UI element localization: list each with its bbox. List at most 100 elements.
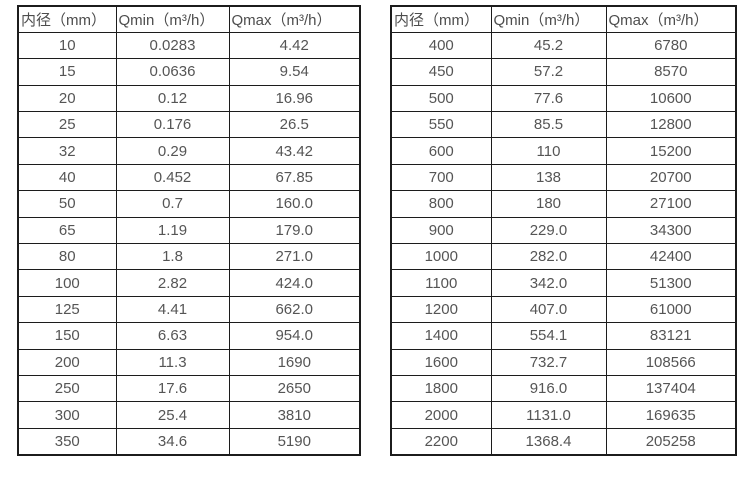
table-row: 40 0.452 67.85 <box>17 163 361 192</box>
table-cell: 12800 <box>605 111 737 139</box>
table-cell: 2.82 <box>115 269 230 297</box>
table-cell: 550 <box>390 111 492 139</box>
table-cell: 10 <box>17 31 117 60</box>
table-cell: 662.0 <box>228 295 361 324</box>
column-header: Qmax（m³/h） <box>228 5 361 33</box>
table-cell: 85.5 <box>490 111 607 139</box>
table-cell: 250 <box>17 374 117 403</box>
table-row: 200 11.3 1690 <box>17 348 361 376</box>
table-cell: 1800 <box>390 374 492 403</box>
table-cell: 800 <box>390 190 492 218</box>
table-cell: 2200 <box>390 427 492 456</box>
column-header: Qmin（m³/h） <box>490 5 607 33</box>
table-cell: 100 <box>17 269 117 297</box>
table-row: 1000 282.0 42400 <box>390 243 737 271</box>
table-row: 20 0.12 16.96 <box>17 84 361 113</box>
table-row: 1200 407.0 61000 <box>390 295 737 324</box>
table-cell: 57.2 <box>490 58 607 86</box>
table-cell: 138 <box>490 163 607 192</box>
table-cell: 1.8 <box>115 243 230 271</box>
table-cell: 50 <box>17 190 117 218</box>
table-cell: 1000 <box>390 243 492 271</box>
table-cell: 1.19 <box>115 216 230 245</box>
table-row: 2000 1131.0 169635 <box>390 401 737 429</box>
table-cell: 0.0283 <box>115 31 230 60</box>
table-cell: 15 <box>17 58 117 86</box>
table-cell: 34.6 <box>115 427 230 456</box>
table-cell: 0.7 <box>115 190 230 218</box>
table-cell: 4.41 <box>115 295 230 324</box>
table-row: 450 57.2 8570 <box>390 58 737 86</box>
table-cell: 1131.0 <box>490 401 607 429</box>
table-cell: 450 <box>390 58 492 86</box>
table-cell: 500 <box>390 84 492 113</box>
table-cell: 916.0 <box>490 374 607 403</box>
table-cell: 83121 <box>605 322 737 350</box>
table-cell: 0.29 <box>115 137 230 165</box>
table-row: 300 25.4 3810 <box>17 401 361 429</box>
table-cell: 150 <box>17 322 117 350</box>
table-row: 2200 1368.4 205258 <box>390 427 737 456</box>
table-cell: 180 <box>490 190 607 218</box>
table-cell: 65 <box>17 216 117 245</box>
table-cell: 229.0 <box>490 216 607 245</box>
table-cell: 8570 <box>605 58 737 86</box>
table-cell: 25.4 <box>115 401 230 429</box>
table-row: 10 0.0283 4.42 <box>17 31 361 60</box>
table-row: 350 34.6 5190 <box>17 427 361 456</box>
table-cell: 27100 <box>605 190 737 218</box>
table-cell: 5190 <box>228 427 361 456</box>
table-cell: 205258 <box>605 427 737 456</box>
table-cell: 20700 <box>605 163 737 192</box>
table-cell: 954.0 <box>228 322 361 350</box>
table-cell: 2650 <box>228 374 361 403</box>
table-cell: 1400 <box>390 322 492 350</box>
column-header: Qmax（m³/h） <box>605 5 737 33</box>
table-row: 25 0.176 26.5 <box>17 111 361 139</box>
table-cell: 1368.4 <box>490 427 607 456</box>
table-cell: 4.42 <box>228 31 361 60</box>
table-cell: 6780 <box>605 31 737 60</box>
table-cell: 51300 <box>605 269 737 297</box>
table-cell: 137404 <box>605 374 737 403</box>
table-cell: 25 <box>17 111 117 139</box>
table-cell: 400 <box>390 31 492 60</box>
table-row: 50 0.7 160.0 <box>17 190 361 218</box>
table-row: 1600 732.7 108566 <box>390 348 737 376</box>
table-cell: 1690 <box>228 348 361 376</box>
table-cell: 554.1 <box>490 322 607 350</box>
table-cell: 169635 <box>605 401 737 429</box>
table-cell: 200 <box>17 348 117 376</box>
table-cell: 40 <box>17 163 117 192</box>
table-row: 32 0.29 43.42 <box>17 137 361 165</box>
table-cell: 424.0 <box>228 269 361 297</box>
table-row: 800 180 27100 <box>390 190 737 218</box>
column-header: 内径（mm） <box>390 5 492 33</box>
table-cell: 45.2 <box>490 31 607 60</box>
table-cell: 179.0 <box>228 216 361 245</box>
table-cell: 0.176 <box>115 111 230 139</box>
table-cell: 407.0 <box>490 295 607 324</box>
table-cell: 900 <box>390 216 492 245</box>
table-cell: 10600 <box>605 84 737 113</box>
table-cell: 11.3 <box>115 348 230 376</box>
table-cell: 2000 <box>390 401 492 429</box>
table-row: 100 2.82 424.0 <box>17 269 361 297</box>
table-row: 150 6.63 954.0 <box>17 322 361 350</box>
table-row: 550 85.5 12800 <box>390 111 737 139</box>
table-cell: 80 <box>17 243 117 271</box>
table-cell: 110 <box>490 137 607 165</box>
table-cell: 67.85 <box>228 163 361 192</box>
table-cell: 0.12 <box>115 84 230 113</box>
table-cell: 282.0 <box>490 243 607 271</box>
table-row: 1800 916.0 137404 <box>390 374 737 403</box>
table-cell: 0.0636 <box>115 58 230 86</box>
table-cell: 26.5 <box>228 111 361 139</box>
header-row: 内径（mm） Qmin（m³/h） Qmax（m³/h） <box>17 5 361 33</box>
table-row: 15 0.0636 9.54 <box>17 58 361 86</box>
table-cell: 34300 <box>605 216 737 245</box>
table-row: 1100 342.0 51300 <box>390 269 737 297</box>
table-cell: 15200 <box>605 137 737 165</box>
table-cell: 1600 <box>390 348 492 376</box>
